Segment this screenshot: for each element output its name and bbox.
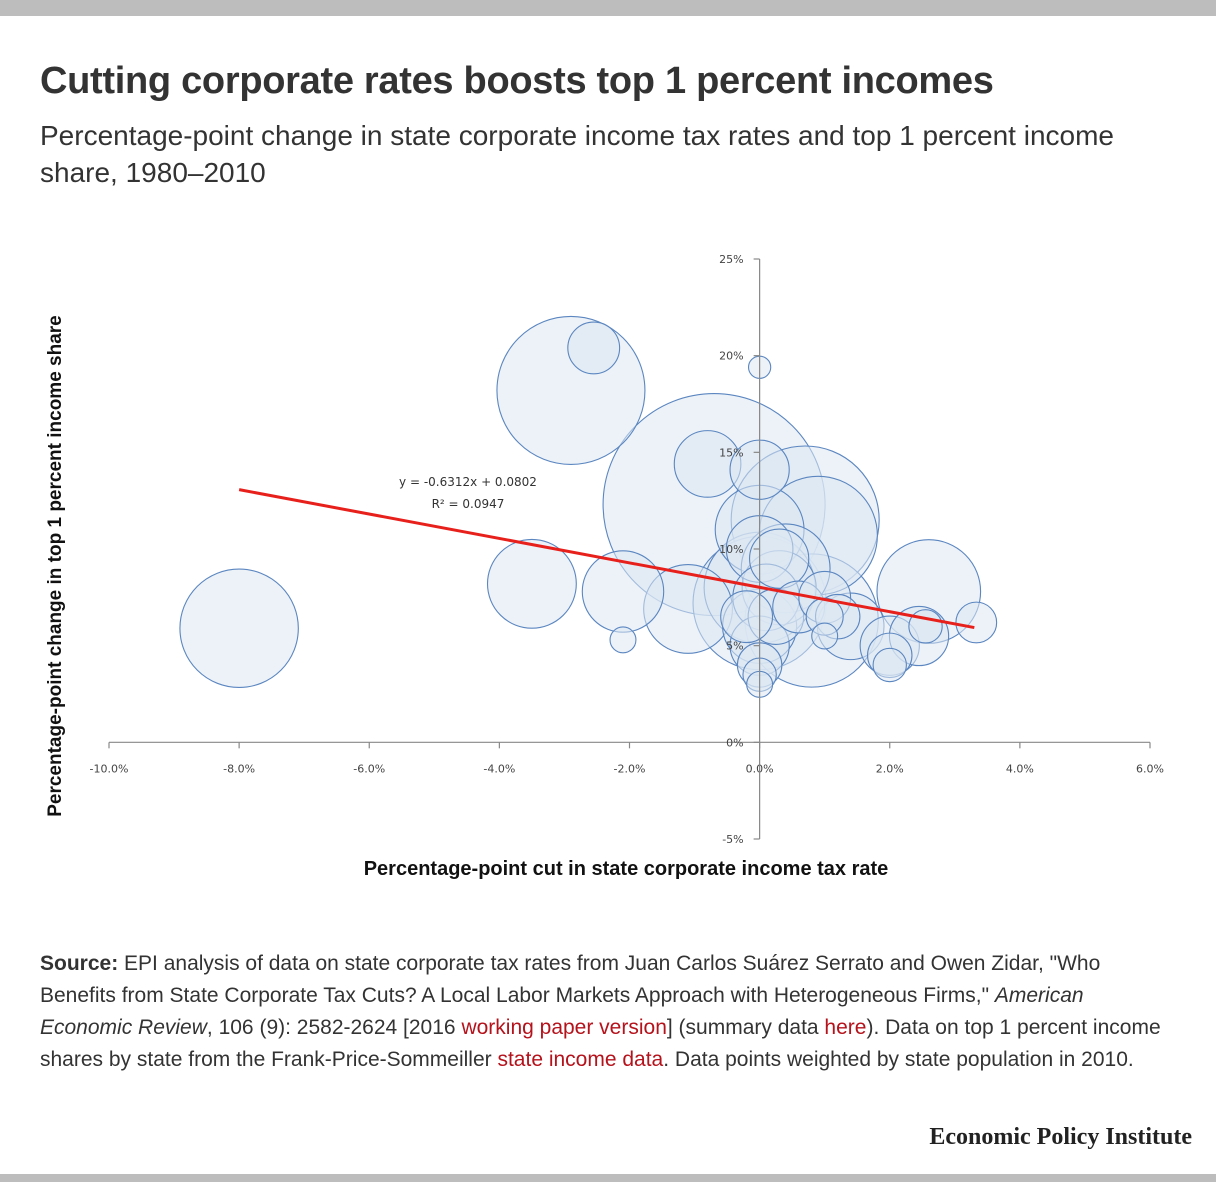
bottom-border-bar [0, 1174, 1216, 1182]
source-note: Source: EPI analysis of data on state co… [40, 948, 1180, 1076]
x-tick-label: -6.0% [353, 762, 385, 775]
data-bubble [179, 568, 299, 689]
bubble-chart: -10.0% -8.0% -6.0% -4.0% -2.0% 0.0% 2.0% 4.0% 6.… [90, 253, 1164, 846]
data-bubble [908, 609, 943, 644]
x-tick-label: -8.0% [223, 762, 255, 775]
chart-subtitle: Percentage-point change in state corpora… [40, 120, 1114, 188]
axes-layer: -10.0% -8.0% -6.0% -4.0% -2.0% 0.0% 2.0% 4.0% 6.… [90, 253, 1164, 846]
state-income-data-link[interactable]: state income data [497, 1048, 664, 1071]
source-text-1: EPI analysis of data on state corporate … [40, 952, 1101, 1007]
trendline [238, 488, 975, 630]
epi-logo-text: Economic Policy Institute [929, 1124, 1192, 1150]
x-tick-label: -10.0% [90, 762, 129, 775]
y-tick-label: 25% [719, 253, 743, 266]
source-label: Source: [40, 952, 119, 975]
trendline-layer: y = -0.6312x + 0.0802 R² = 0.0947 [238, 475, 975, 630]
source-text-2: , 106 (9): 2582-2624 [2016 [206, 1016, 462, 1039]
source-journal: American Economic Review [40, 984, 1084, 1039]
bubbles-layer [179, 315, 998, 698]
chart-title: Cutting corporate rates boosts top 1 per… [40, 60, 994, 102]
data-bubble [872, 647, 907, 683]
y-tick-label: 15% [719, 446, 743, 459]
top-border-bar [0, 0, 1216, 16]
y-tick-label: 20% [719, 350, 743, 363]
data-bubble [486, 538, 577, 629]
x-tick-label: -4.0% [483, 762, 515, 775]
x-tick-label: -2.0% [614, 762, 646, 775]
trendline-equation: y = -0.6312x + 0.0802 [399, 475, 537, 489]
y-tick-label: 10% [719, 543, 743, 556]
x-axis-label: Percentage-point cut in state corporate … [363, 858, 889, 880]
trendline-r2: R² = 0.0947 [432, 497, 505, 511]
y-tick-label: 0% [726, 736, 743, 749]
y-axis-label: Percentage-point change in top 1 percent… [45, 315, 66, 817]
x-tick-label: 4.0% [1006, 762, 1034, 775]
data-bubble [811, 622, 839, 650]
y-tick-label: -5% [722, 833, 743, 846]
summary-data-link[interactable]: here [824, 1016, 867, 1039]
data-bubble [609, 626, 637, 654]
x-tick-label: 2.0% [876, 762, 904, 775]
working-paper-link[interactable]: working paper version [461, 1016, 667, 1039]
source-text-3: ] (summary data [666, 1016, 825, 1039]
data-bubble [748, 528, 810, 589]
x-tick-label: 6.0% [1136, 762, 1164, 775]
y-tick-label: 5% [726, 640, 743, 653]
data-bubble [955, 601, 998, 644]
data-bubble [720, 590, 774, 644]
data-bubble [567, 321, 621, 375]
source-text-5: . Data points weighted by state populati… [663, 1048, 1134, 1071]
source-text-4: ). Data on top 1 percent income shares b… [40, 1016, 1161, 1071]
